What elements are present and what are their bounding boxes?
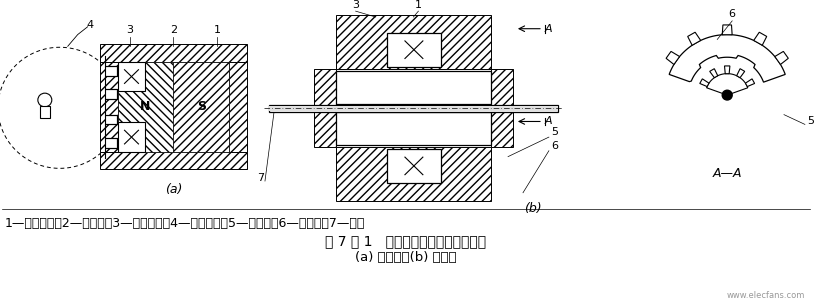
Text: www.elecfans.com: www.elecfans.com (726, 291, 805, 300)
Bar (336, 15, 491, 69)
Polygon shape (688, 32, 701, 45)
Bar (117, 122, 145, 152)
Text: A: A (545, 116, 553, 126)
Text: (a): (a) (165, 183, 182, 196)
Polygon shape (666, 51, 680, 64)
Bar (104, 138, 117, 148)
Text: N: N (140, 100, 151, 113)
Polygon shape (669, 35, 785, 82)
Text: S: S (196, 100, 205, 113)
Text: 3: 3 (126, 25, 133, 35)
Circle shape (722, 90, 732, 100)
Text: 6: 6 (551, 141, 558, 151)
Text: 1: 1 (214, 25, 221, 35)
Text: 6: 6 (729, 9, 736, 19)
Text: 7: 7 (257, 173, 264, 183)
Text: 1—永久磁铁；2—软磁铁；3—感应线圈；4—测量齿轮；5—内齿轮；6—外齿轮；7—转轴: 1—永久磁铁；2—软磁铁；3—感应线圈；4—测量齿轮；5—内齿轮；6—外齿轮；7… (5, 217, 365, 230)
Bar (229, 62, 247, 152)
Polygon shape (754, 32, 767, 45)
Bar (117, 62, 174, 152)
Bar (99, 62, 117, 152)
Bar (174, 62, 229, 152)
Text: (b): (b) (524, 202, 542, 215)
Bar (104, 89, 117, 99)
Bar (386, 149, 441, 183)
Text: 图 7 － 1   变磁通式磁电传感器结构图: 图 7 － 1 变磁通式磁电传感器结构图 (325, 234, 486, 248)
Polygon shape (710, 69, 718, 78)
Bar (314, 69, 336, 106)
Text: A: A (545, 24, 553, 34)
Text: A—A: A—A (712, 167, 742, 180)
Polygon shape (700, 79, 709, 87)
Bar (99, 152, 247, 169)
Bar (104, 66, 117, 76)
Text: 2: 2 (170, 25, 177, 35)
Text: 5: 5 (807, 116, 814, 126)
Bar (99, 44, 247, 62)
Bar (491, 110, 513, 147)
Text: 4: 4 (86, 20, 93, 30)
Bar (104, 115, 117, 124)
Bar (269, 105, 557, 112)
Bar (336, 71, 491, 104)
Polygon shape (722, 25, 732, 35)
Text: 5: 5 (551, 127, 558, 137)
Text: (a) 开磁路；(b) 闭磁路: (a) 开磁路；(b) 闭磁路 (355, 251, 456, 264)
Bar (491, 69, 513, 106)
Polygon shape (707, 74, 748, 95)
Text: 3: 3 (352, 0, 359, 10)
Bar (269, 106, 557, 111)
Bar (117, 62, 145, 91)
Bar (336, 147, 491, 200)
Polygon shape (775, 51, 788, 64)
Bar (40, 106, 50, 118)
Bar (336, 112, 491, 145)
Polygon shape (725, 66, 730, 74)
Polygon shape (737, 69, 745, 78)
Circle shape (37, 93, 52, 107)
Bar (314, 110, 336, 147)
Bar (386, 33, 441, 67)
Text: 1: 1 (415, 0, 422, 10)
Polygon shape (746, 79, 755, 87)
